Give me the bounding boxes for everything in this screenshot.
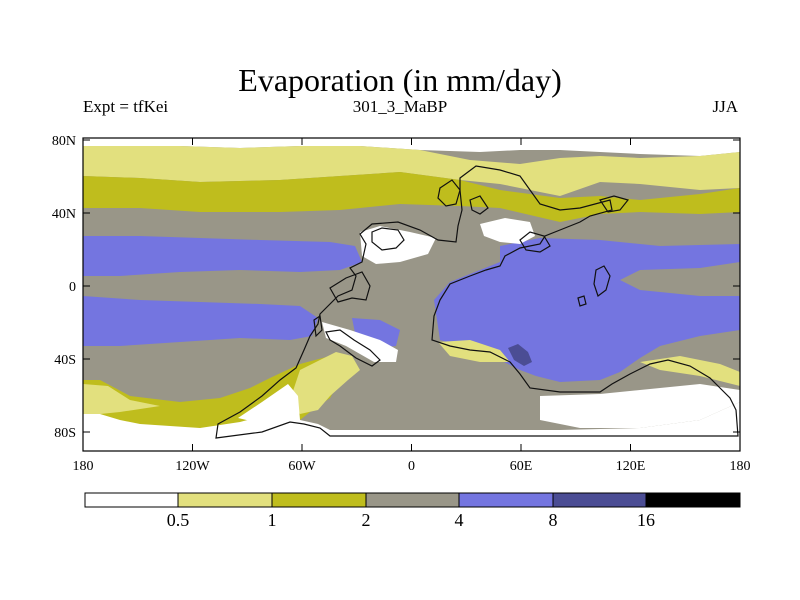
colorbar-label-1: 1 xyxy=(268,510,277,530)
colorbar-label-0-5: 0.5 xyxy=(167,510,190,530)
colorbar-label-4: 4 xyxy=(455,510,464,530)
colorbar-box-4 xyxy=(365,492,460,508)
colorbar-box-1 xyxy=(84,492,179,508)
band-north-olive xyxy=(83,172,740,222)
lat-tick-0: 0 xyxy=(69,280,76,295)
band-tropical-blue xyxy=(83,236,362,276)
lat-tick-40s: 40S xyxy=(54,353,76,368)
lat-tick-80s: 80S xyxy=(54,426,76,441)
band-coastal-dark-blue xyxy=(508,344,532,366)
band-southern-light-yellow xyxy=(83,384,160,414)
band-southern-blue xyxy=(83,296,318,346)
colorbar-box-6 xyxy=(552,492,647,508)
lon-tick-0: 0 xyxy=(408,459,415,474)
lon-tick-180e: 180 xyxy=(730,459,751,474)
band-east-light-yellow-2 xyxy=(640,356,740,386)
colorbar-box-3 xyxy=(271,492,367,508)
band-continent-blue xyxy=(434,238,740,382)
colorbar xyxy=(84,492,741,508)
colorbar-box-5 xyxy=(458,492,554,508)
lat-tick-80n: 80N xyxy=(52,134,76,149)
lon-tick-180w: 180 xyxy=(73,459,94,474)
band-antarctic-white xyxy=(83,402,740,451)
colorbar-label-2: 2 xyxy=(362,510,371,530)
season-label: JJA xyxy=(712,97,738,116)
lon-tick-120w: 120W xyxy=(175,459,210,474)
colorbar-label-8: 8 xyxy=(549,510,558,530)
band-north-polar-white xyxy=(83,138,740,156)
lat-axis xyxy=(83,139,740,433)
coastlines xyxy=(215,165,739,439)
lon-tick-60w: 60W xyxy=(288,459,316,474)
band-sea-white-4 xyxy=(540,384,740,428)
band-sea-white-2 xyxy=(480,218,535,244)
colorbar-box-7 xyxy=(645,492,741,508)
run-label: 301_3_MaBP xyxy=(352,97,448,116)
band-south-white-pocket xyxy=(238,384,300,428)
colorbar-label-16: 16 xyxy=(637,510,655,530)
lat-tick-40n: 40N xyxy=(52,207,76,222)
map-title: Evaporation (in mm/day) xyxy=(238,62,562,98)
lon-tick-120e: 120E xyxy=(616,459,646,474)
contour-field xyxy=(83,138,740,451)
band-sea-white-3 xyxy=(322,322,398,362)
lon-axis xyxy=(82,138,741,451)
band-north-light-yellow xyxy=(83,146,740,196)
experiment-label: Expt = tfKei xyxy=(83,97,169,116)
band-south-cont-light xyxy=(290,352,360,414)
band-sea-white-1 xyxy=(360,226,436,264)
lon-tick-60e: 60E xyxy=(510,459,533,474)
colorbar-box-2 xyxy=(177,492,273,508)
